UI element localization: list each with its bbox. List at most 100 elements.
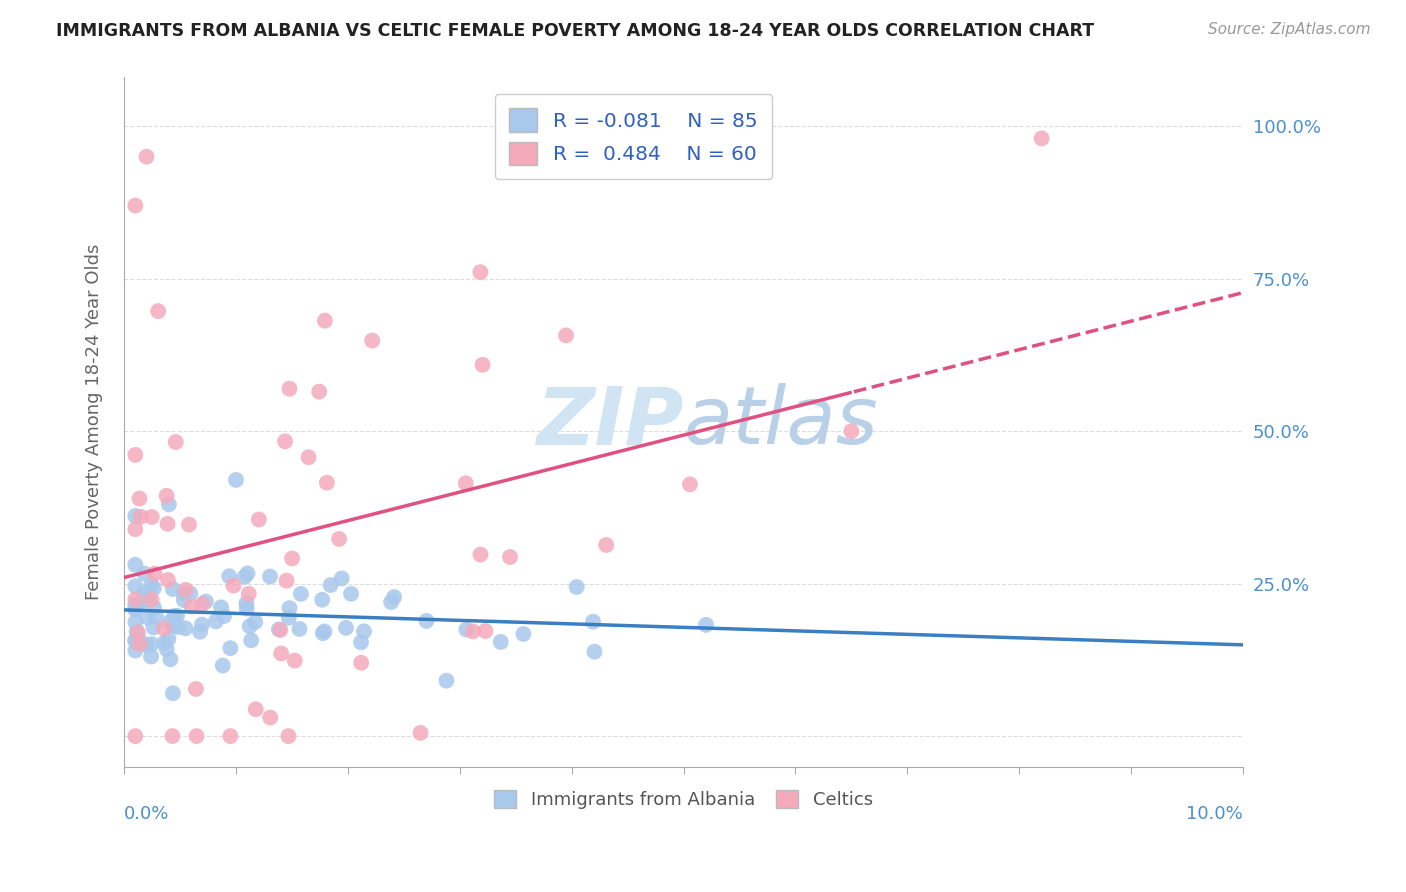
- Point: [235, 601, 257, 615]
- Point: [124, 198, 146, 212]
- Point: [278, 601, 301, 615]
- Point: [247, 512, 270, 526]
- Point: [311, 592, 333, 607]
- Point: [174, 582, 197, 597]
- Point: [319, 578, 342, 592]
- Text: 0.0%: 0.0%: [124, 805, 170, 823]
- Point: [308, 384, 330, 399]
- Point: [489, 635, 512, 649]
- Point: [314, 314, 336, 328]
- Text: atlas: atlas: [683, 383, 879, 461]
- Point: [512, 627, 534, 641]
- Point: [409, 726, 432, 740]
- Point: [277, 729, 299, 743]
- Point: [156, 516, 179, 531]
- Point: [186, 729, 208, 743]
- Text: Source: ZipAtlas.com: Source: ZipAtlas.com: [1208, 22, 1371, 37]
- Point: [162, 582, 184, 596]
- Point: [124, 592, 146, 607]
- Point: [191, 597, 214, 611]
- Point: [146, 304, 169, 318]
- Legend: Immigrants from Albania, Celtics: Immigrants from Albania, Celtics: [488, 782, 880, 816]
- Point: [142, 581, 165, 595]
- Point: [380, 595, 402, 609]
- Point: [245, 615, 267, 629]
- Point: [499, 549, 522, 564]
- Point: [284, 654, 307, 668]
- Point: [124, 633, 146, 648]
- Point: [157, 497, 180, 511]
- Point: [124, 643, 146, 657]
- Point: [222, 579, 245, 593]
- Point: [127, 625, 149, 640]
- Text: 10.0%: 10.0%: [1187, 805, 1243, 823]
- Point: [312, 626, 335, 640]
- Point: [281, 551, 304, 566]
- Point: [188, 624, 211, 639]
- Point: [124, 558, 146, 572]
- Text: IMMIGRANTS FROM ALBANIA VS CELTIC FEMALE POVERTY AMONG 18-24 YEAR OLDS CORRELATI: IMMIGRANTS FROM ALBANIA VS CELTIC FEMALE…: [56, 22, 1094, 40]
- Point: [314, 624, 336, 639]
- Point: [145, 610, 167, 624]
- Point: [124, 448, 146, 462]
- Point: [128, 491, 150, 506]
- Point: [124, 598, 146, 612]
- Point: [353, 624, 375, 639]
- Point: [159, 652, 181, 666]
- Point: [124, 522, 146, 536]
- Point: [131, 594, 153, 608]
- Point: [471, 358, 494, 372]
- Point: [236, 566, 259, 581]
- Point: [225, 473, 247, 487]
- Point: [124, 508, 146, 523]
- Point: [259, 710, 281, 724]
- Point: [335, 621, 357, 635]
- Point: [128, 637, 150, 651]
- Point: [179, 586, 201, 600]
- Point: [124, 615, 146, 630]
- Point: [1031, 131, 1053, 145]
- Point: [361, 334, 384, 348]
- Point: [565, 580, 588, 594]
- Point: [239, 619, 262, 633]
- Point: [194, 594, 217, 608]
- Point: [135, 610, 157, 624]
- Point: [143, 600, 166, 615]
- Point: [233, 570, 256, 584]
- Point: [841, 424, 863, 438]
- Point: [595, 538, 617, 552]
- Point: [474, 624, 496, 638]
- Point: [240, 633, 263, 648]
- Point: [245, 702, 267, 716]
- Point: [162, 686, 184, 700]
- Point: [174, 621, 197, 635]
- Point: [212, 609, 235, 624]
- Point: [290, 587, 312, 601]
- Point: [270, 647, 292, 661]
- Point: [159, 615, 181, 629]
- Point: [134, 566, 156, 581]
- Point: [456, 623, 478, 637]
- Point: [173, 593, 195, 607]
- Point: [163, 619, 186, 633]
- Point: [129, 634, 152, 648]
- Point: [124, 633, 146, 648]
- Point: [277, 611, 299, 625]
- Point: [238, 587, 260, 601]
- Y-axis label: Female Poverty Among 18-24 Year Olds: Female Poverty Among 18-24 Year Olds: [86, 244, 103, 600]
- Point: [269, 623, 291, 637]
- Point: [142, 620, 165, 634]
- Point: [415, 614, 437, 628]
- Point: [276, 574, 298, 588]
- Point: [583, 645, 606, 659]
- Point: [141, 577, 163, 591]
- Point: [695, 618, 717, 632]
- Point: [155, 489, 177, 503]
- Point: [141, 510, 163, 524]
- Point: [163, 609, 186, 624]
- Point: [143, 566, 166, 581]
- Point: [436, 673, 458, 688]
- Point: [129, 509, 152, 524]
- Point: [139, 649, 162, 664]
- Point: [235, 596, 257, 610]
